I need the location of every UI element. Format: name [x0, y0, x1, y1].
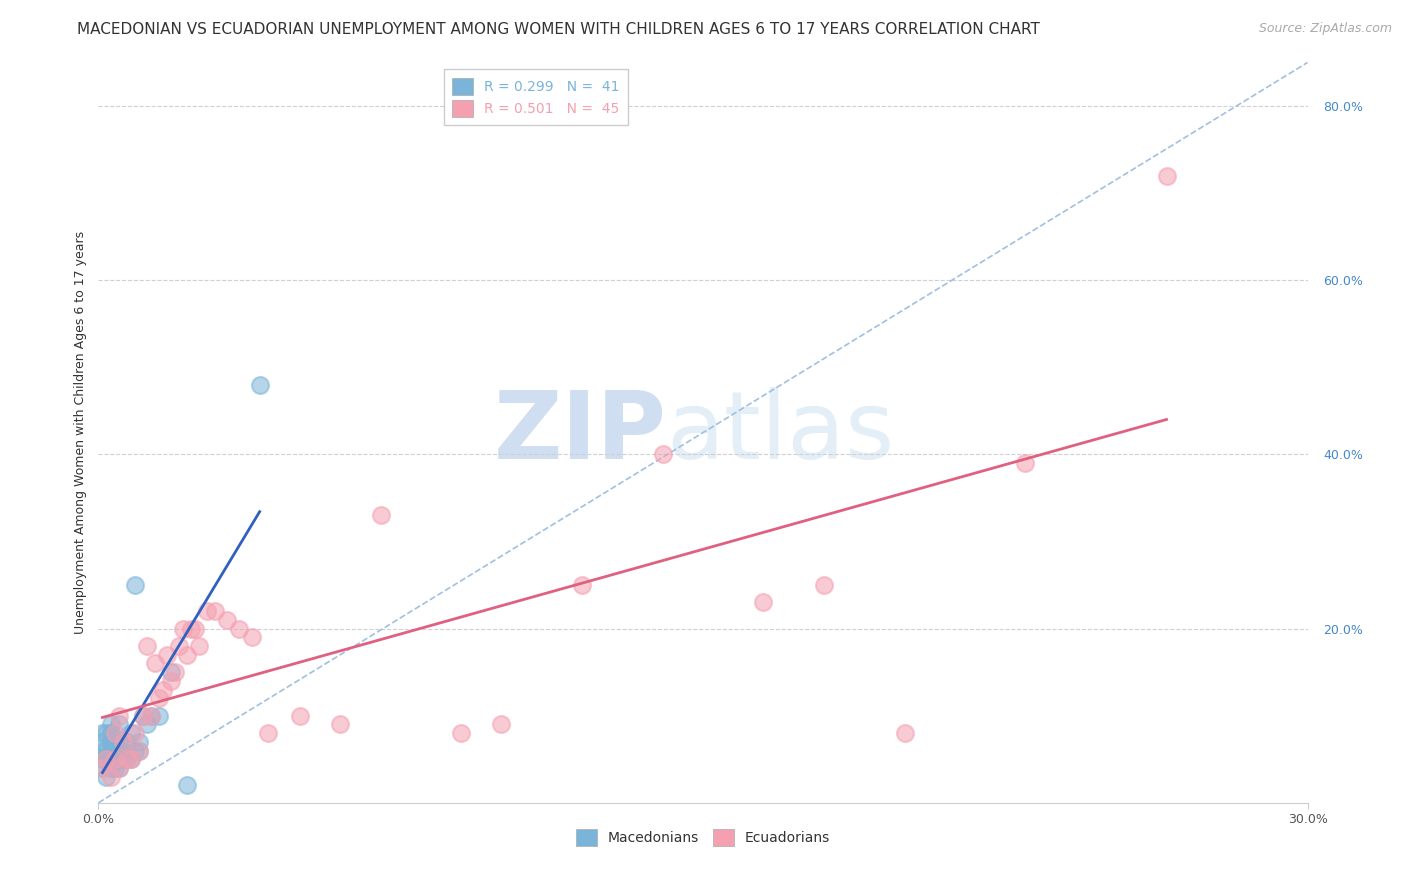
Point — [120, 752, 142, 766]
Point — [115, 752, 138, 766]
Point — [195, 604, 218, 618]
Point — [107, 752, 129, 766]
Point — [240, 630, 263, 644]
Point — [1156, 169, 1178, 183]
Point — [96, 743, 118, 757]
Point — [132, 708, 155, 723]
Point — [132, 708, 155, 723]
Point — [651, 447, 673, 461]
Point — [111, 743, 134, 757]
Point — [103, 752, 125, 766]
Point — [163, 665, 186, 680]
Point — [160, 673, 183, 688]
Point — [100, 717, 122, 731]
Point — [184, 622, 207, 636]
Point — [256, 726, 278, 740]
Point — [96, 726, 118, 740]
Point — [100, 735, 122, 749]
Point — [128, 743, 150, 757]
Text: ZIP: ZIP — [494, 386, 666, 479]
Text: MACEDONIAN VS ECUADORIAN UNEMPLOYMENT AMONG WOMEN WITH CHILDREN AGES 6 TO 17 YEA: MACEDONIAN VS ECUADORIAN UNEMPLOYMENT AM… — [77, 22, 1040, 37]
Point — [103, 743, 125, 757]
Point — [103, 761, 125, 775]
Point — [96, 752, 118, 766]
Point — [1014, 456, 1036, 470]
Point — [120, 752, 142, 766]
Point — [111, 735, 134, 749]
Point — [120, 726, 142, 740]
Point — [107, 735, 129, 749]
Point — [91, 743, 114, 757]
Point — [139, 708, 162, 723]
Point — [152, 682, 174, 697]
Point — [752, 595, 775, 609]
Point — [107, 761, 129, 775]
Point — [135, 639, 157, 653]
Point — [156, 648, 179, 662]
Point — [96, 770, 118, 784]
Point — [329, 717, 352, 731]
Point — [135, 717, 157, 731]
Point — [96, 752, 118, 766]
Point — [148, 708, 170, 723]
Point — [91, 761, 114, 775]
Point — [100, 761, 122, 775]
Point — [180, 622, 202, 636]
Point — [103, 752, 125, 766]
Point — [813, 578, 835, 592]
Point — [217, 613, 239, 627]
Point — [107, 743, 129, 757]
Point — [370, 508, 392, 523]
Point — [571, 578, 593, 592]
Point — [143, 657, 166, 671]
Point — [124, 726, 146, 740]
Point — [124, 578, 146, 592]
Point — [103, 735, 125, 749]
Point — [111, 752, 134, 766]
Point — [172, 622, 194, 636]
Point — [228, 622, 250, 636]
Point — [288, 708, 311, 723]
Text: Source: ZipAtlas.com: Source: ZipAtlas.com — [1258, 22, 1392, 36]
Point — [160, 665, 183, 680]
Point — [107, 708, 129, 723]
Point — [249, 377, 271, 392]
Point — [139, 708, 162, 723]
Text: atlas: atlas — [666, 386, 896, 479]
Point — [107, 761, 129, 775]
Point — [100, 726, 122, 740]
Point — [115, 735, 138, 749]
Point — [188, 639, 211, 653]
Point — [893, 726, 915, 740]
Point — [107, 717, 129, 731]
Point — [124, 743, 146, 757]
Legend: Macedonians, Ecuadorians: Macedonians, Ecuadorians — [571, 823, 835, 851]
Point — [128, 735, 150, 749]
Point — [91, 752, 114, 766]
Point — [176, 648, 198, 662]
Point — [100, 743, 122, 757]
Point — [176, 778, 198, 792]
Point — [148, 691, 170, 706]
Point — [100, 752, 122, 766]
Point — [100, 770, 122, 784]
Point — [115, 752, 138, 766]
Point — [91, 735, 114, 749]
Point — [167, 639, 190, 653]
Point — [128, 743, 150, 757]
Point — [450, 726, 472, 740]
Y-axis label: Unemployment Among Women with Children Ages 6 to 17 years: Unemployment Among Women with Children A… — [75, 231, 87, 634]
Point — [103, 726, 125, 740]
Point — [91, 726, 114, 740]
Point — [204, 604, 226, 618]
Point — [91, 761, 114, 775]
Point — [491, 717, 513, 731]
